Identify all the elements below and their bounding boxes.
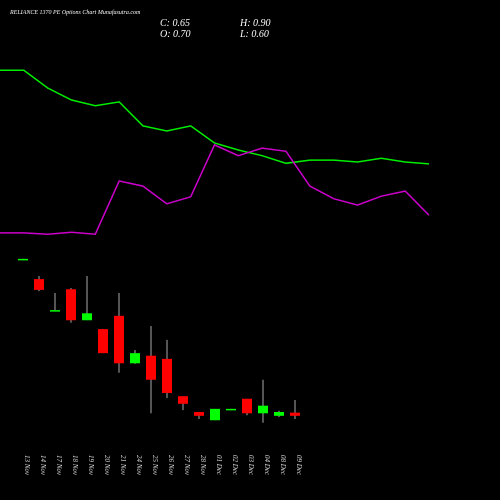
x-tick-label: 18 Nov <box>71 455 79 476</box>
x-tick-label: 13 Nov <box>23 455 31 476</box>
candle-body <box>242 398 252 414</box>
x-tick-label: 25 Nov <box>151 455 159 476</box>
candle-body <box>258 405 268 414</box>
x-tick-label: 01 Dec <box>215 455 223 476</box>
x-tick-label: 20 Nov <box>103 455 111 476</box>
x-tick-label: 17 Nov <box>55 455 63 476</box>
low-readout: L: 0.60 <box>239 29 269 40</box>
x-tick-label: 04 Dec <box>263 455 271 476</box>
x-tick-label: 08 Dec <box>279 455 287 476</box>
candle-body <box>18 258 28 261</box>
indicator-line <box>0 143 430 235</box>
x-tick-label: 21 Nov <box>119 455 127 476</box>
x-tick-label: 09 Dec <box>295 455 303 476</box>
candle-body <box>290 412 300 416</box>
candle-body <box>226 408 236 411</box>
high-readout: H: 0.90 <box>239 18 271 29</box>
candle-body <box>178 396 188 404</box>
x-tick-label: 28 Nov <box>199 455 207 476</box>
candle-body <box>130 353 140 364</box>
candle-body <box>66 289 76 321</box>
x-tick-label: 27 Nov <box>183 455 191 476</box>
close-readout: C: 0.65 <box>160 18 190 29</box>
candle-body <box>194 412 204 416</box>
candle-body <box>274 412 284 416</box>
x-tick-label: 19 Nov <box>87 455 95 476</box>
x-tick-label: 03 Dec <box>247 455 255 476</box>
indicator-line <box>0 69 430 165</box>
candle-body <box>146 355 156 380</box>
candle-body <box>162 358 172 394</box>
candle-body <box>34 279 44 290</box>
x-tick-label: 24 Nov <box>135 455 143 476</box>
x-tick-label: 02 Dec <box>231 455 239 476</box>
candle-body <box>50 310 60 312</box>
x-tick-label: 14 Nov <box>39 455 47 476</box>
candle-body <box>82 313 92 321</box>
x-tick-label: 26 Nov <box>167 455 175 476</box>
open-readout: O: 0.70 <box>160 29 191 40</box>
chart-title: RELIANCE 1370 PE Options Chart Munafasut… <box>9 9 141 16</box>
candle-body <box>210 408 220 421</box>
candle-body <box>98 329 108 354</box>
candle-body <box>114 315 124 364</box>
